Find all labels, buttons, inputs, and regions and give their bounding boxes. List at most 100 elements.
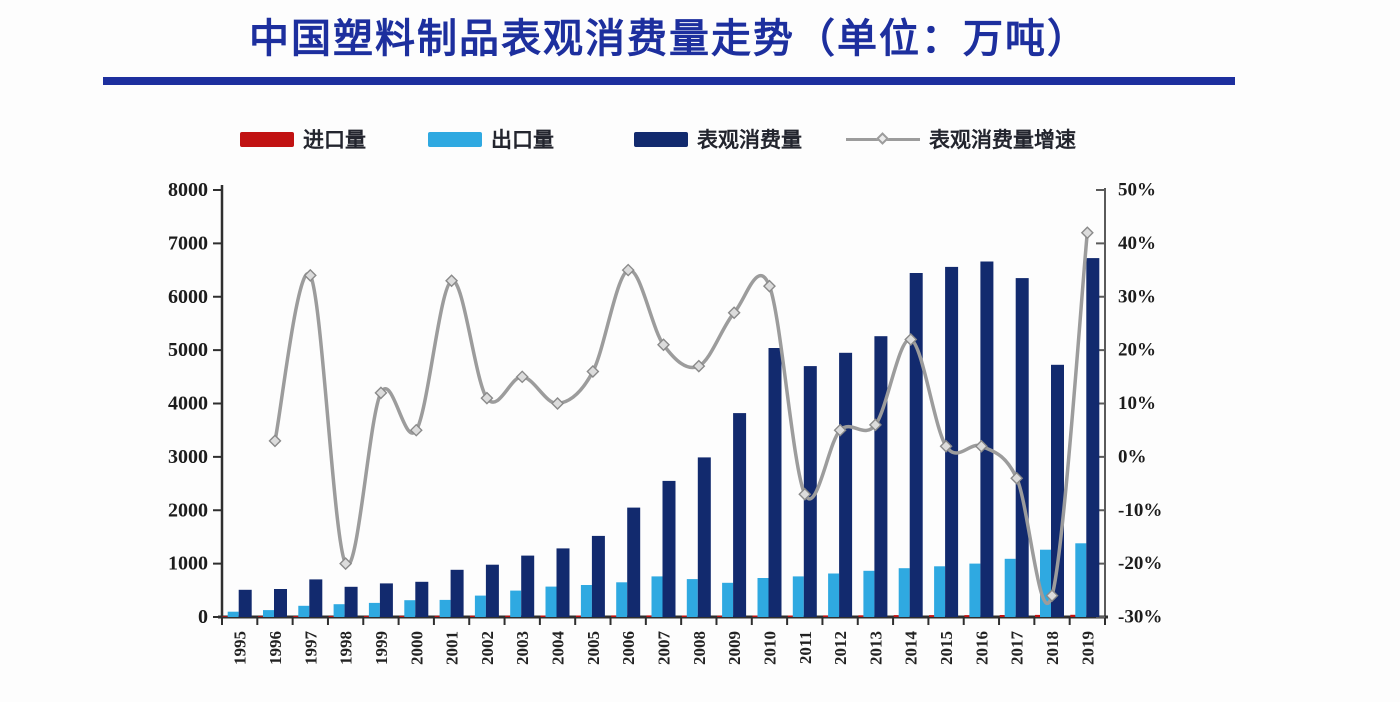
bar-表观消费量-2014: [909, 273, 923, 617]
growth-point-marker: [833, 423, 847, 437]
right-axis-ticks: -30% -20% -10% 0% 10% 20% 30% 40% 50%: [1096, 180, 1162, 628]
bar-表观消费量-2007: [662, 480, 676, 617]
growth-point-marker: [727, 306, 741, 320]
bar-表观消费量-2008: [697, 457, 711, 617]
left-axis-ticks: 0 1000 2000 3000 4000 5000 6000 7000 8000: [168, 179, 222, 628]
bar-进口量-2019: [1070, 614, 1076, 617]
bar-进口量-1997: [293, 616, 299, 617]
x-axis-year-label: 1995: [231, 631, 250, 665]
bar-出口量-2014: [898, 568, 910, 617]
right-axis-tick-label: 30%: [1118, 286, 1156, 307]
bar-表观消费量-2012: [839, 352, 853, 617]
growth-point-marker: [939, 439, 953, 453]
bar-出口量-2005: [580, 585, 592, 617]
bar-进口量-2004: [540, 615, 546, 617]
bar-进口量-2014: [893, 615, 899, 617]
legend-item-growth: 表观消费量增速: [846, 124, 1076, 154]
growth-point-marker: [798, 487, 812, 501]
bar-进口量-2008: [681, 615, 687, 617]
bar-出口量-2006: [616, 582, 628, 617]
growth-point-marker: [621, 263, 635, 277]
x-axis-year-label: 2003: [513, 631, 532, 665]
bar-进口量-1999: [363, 615, 369, 617]
legend-label-exports: 出口量: [491, 128, 554, 152]
bar-表观消费量-2000: [415, 581, 429, 617]
right-axis-tick-label: -20%: [1118, 553, 1162, 574]
bar-进口量-2017: [999, 615, 1005, 617]
growth-point-marker: [1010, 471, 1024, 485]
legend-label-consumption: 表观消费量: [697, 128, 802, 152]
x-axis-year-label: 1996: [266, 631, 285, 665]
legend-label-growth: 表观消费量增速: [929, 128, 1076, 152]
growth-point-marker: [480, 391, 494, 405]
growth-point-marker: [374, 386, 388, 400]
growth-point-marker: [974, 439, 988, 453]
bar-出口量-2002: [474, 595, 486, 617]
left-axis-tick-label: 1000: [168, 553, 208, 575]
right-axis-tick-label: 10%: [1118, 393, 1156, 414]
right-axis-tick-label: -30%: [1118, 607, 1162, 628]
x-axis-year-label: 2013: [866, 631, 885, 665]
left-axis-tick-label: 8000: [168, 179, 208, 201]
left-axis-tick-label: 5000: [168, 339, 208, 361]
growth-point-marker: [1045, 589, 1059, 603]
x-axis-year-label: 2005: [584, 631, 603, 665]
left-axis-tick-label: 7000: [168, 232, 208, 254]
left-axis-tick-label: 6000: [168, 286, 208, 308]
x-axis-year-label: 1997: [301, 631, 320, 666]
bar-表观消费量-2009: [733, 413, 747, 617]
right-axis-tick-label: 40%: [1118, 233, 1156, 254]
bar-出口量-2008: [686, 579, 698, 617]
bar-出口量-1997: [298, 605, 310, 617]
bar-出口量-2012: [828, 573, 840, 617]
chart-legend: 进口量 出口量 表观消费量 表观消费量增速: [0, 124, 1400, 158]
bar-进口量-2016: [964, 615, 970, 617]
bar-出口量-2013: [863, 570, 875, 617]
growth-point-marker: [551, 397, 565, 410]
x-axis-year-label: 2006: [619, 631, 638, 665]
left-axis-tick-label: 3000: [168, 446, 208, 468]
growth-point-marker: [339, 557, 353, 571]
bar-表观消费量-2005: [591, 535, 605, 617]
bars-consumption: [238, 258, 1100, 617]
bar-进口量-1998: [328, 616, 334, 617]
bar-进口量-2000: [399, 615, 405, 617]
bar-表观消费量-2001: [450, 569, 464, 617]
exports-swatch: [428, 131, 482, 147]
x-axis-year-label: 2000: [407, 631, 426, 665]
bar-表观消费量-2019: [1086, 258, 1100, 617]
x-axis-year-label: 2004: [549, 631, 568, 666]
x-axis-year-label: 2014: [902, 631, 921, 666]
bar-出口量-2009: [722, 582, 734, 617]
bar-出口量-2018: [1040, 549, 1051, 617]
bar-出口量-2016: [969, 563, 981, 617]
x-axis-year-label: 2008: [690, 631, 709, 665]
x-axis-year-label: 2017: [1008, 631, 1027, 666]
chart-title: 中国塑料制品表观消费量走势（单位：万吨）: [249, 16, 1089, 62]
bar-表观消费量-1995: [238, 589, 252, 617]
x-axis-year-label: 2015: [937, 631, 956, 665]
right-axis-tick-label: -10%: [1118, 500, 1162, 521]
legend-item-consumption: 表观消费量: [634, 124, 802, 154]
left-axis-tick-label: 0: [198, 606, 208, 628]
growth-point-marker: [1080, 226, 1094, 240]
bar-进口量-2011: [787, 615, 793, 617]
bar-表观消费量-1998: [344, 586, 358, 617]
left-axis-tick-label: 2000: [168, 499, 208, 521]
bar-出口量-1999: [368, 602, 380, 617]
bar-进口量-2013: [858, 615, 864, 617]
x-axis-year-label: 2018: [1043, 631, 1062, 665]
x-axis-year-labels: 1995 1996 1997 1998 1999 2000 2001 2002 2003 2004…: [231, 631, 1098, 666]
bar-出口量-2003: [510, 590, 522, 617]
bar-表观消费量-1997: [309, 579, 323, 617]
growth-point-marker: [904, 332, 918, 346]
x-axis-year-label: 2012: [831, 631, 850, 665]
bar-出口量-1995: [227, 611, 239, 617]
title-underline: [103, 77, 1235, 85]
x-axis-year-label: 2009: [725, 631, 744, 665]
x-axis-year-label: 1998: [337, 631, 356, 665]
bar-表观消费量-1999: [379, 583, 393, 617]
x-axis-year-label: 2001: [443, 631, 462, 665]
